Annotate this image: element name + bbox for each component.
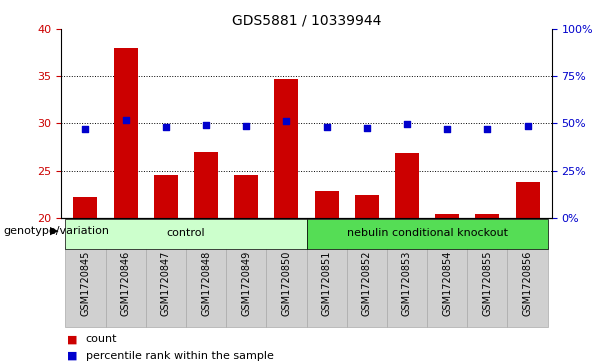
Bar	[186, 247, 226, 327]
Text: GSM1720856: GSM1720856	[522, 251, 533, 316]
Text: ■: ■	[67, 351, 78, 361]
Text: nebulin conditional knockout: nebulin conditional knockout	[346, 228, 508, 238]
Point	[242, 123, 251, 129]
Text: ▶: ▶	[50, 225, 58, 236]
Bar	[74, 197, 97, 218]
Bar	[306, 247, 347, 327]
Bar	[146, 247, 186, 327]
Text: GSM1720854: GSM1720854	[442, 251, 452, 316]
Point	[281, 118, 291, 123]
Text: genotype/variation: genotype/variation	[3, 225, 109, 236]
Bar	[508, 247, 547, 327]
Bar	[427, 247, 467, 327]
Bar	[234, 175, 258, 218]
Point	[80, 126, 90, 132]
Bar	[314, 191, 338, 218]
Bar	[66, 219, 306, 249]
Bar	[306, 219, 547, 249]
Bar	[467, 247, 508, 327]
Bar	[347, 247, 387, 327]
Point	[402, 122, 412, 127]
Point	[443, 126, 452, 132]
Text: percentile rank within the sample: percentile rank within the sample	[86, 351, 273, 361]
Point	[482, 126, 492, 132]
Bar	[475, 214, 500, 218]
Point	[201, 122, 211, 128]
Text: GSM1720846: GSM1720846	[121, 251, 131, 316]
Point	[322, 124, 332, 130]
Bar	[105, 247, 146, 327]
Text: GSM1720847: GSM1720847	[161, 251, 171, 316]
Bar	[194, 152, 218, 218]
Text: count: count	[86, 334, 117, 344]
Text: GSM1720855: GSM1720855	[482, 251, 492, 316]
Title: GDS5881 / 10339944: GDS5881 / 10339944	[232, 14, 381, 28]
Bar	[435, 214, 459, 218]
Text: GSM1720851: GSM1720851	[322, 251, 332, 316]
Bar	[516, 182, 539, 218]
Bar	[113, 48, 138, 218]
Point	[121, 117, 131, 123]
Bar	[275, 79, 299, 218]
Text: GSM1720853: GSM1720853	[402, 251, 412, 316]
Bar	[226, 247, 266, 327]
Text: GSM1720849: GSM1720849	[241, 251, 251, 316]
Text: GSM1720852: GSM1720852	[362, 251, 372, 316]
Bar	[66, 247, 105, 327]
Bar	[266, 247, 306, 327]
Bar	[395, 153, 419, 218]
Bar	[387, 247, 427, 327]
Point	[161, 124, 170, 130]
Text: GSM1720845: GSM1720845	[80, 251, 91, 316]
Text: GSM1720848: GSM1720848	[201, 251, 211, 316]
Point	[362, 125, 371, 131]
Text: control: control	[167, 228, 205, 238]
Bar	[154, 175, 178, 218]
Text: GSM1720850: GSM1720850	[281, 251, 291, 316]
Point	[523, 123, 533, 129]
Bar	[355, 195, 379, 218]
Text: ■: ■	[67, 334, 78, 344]
